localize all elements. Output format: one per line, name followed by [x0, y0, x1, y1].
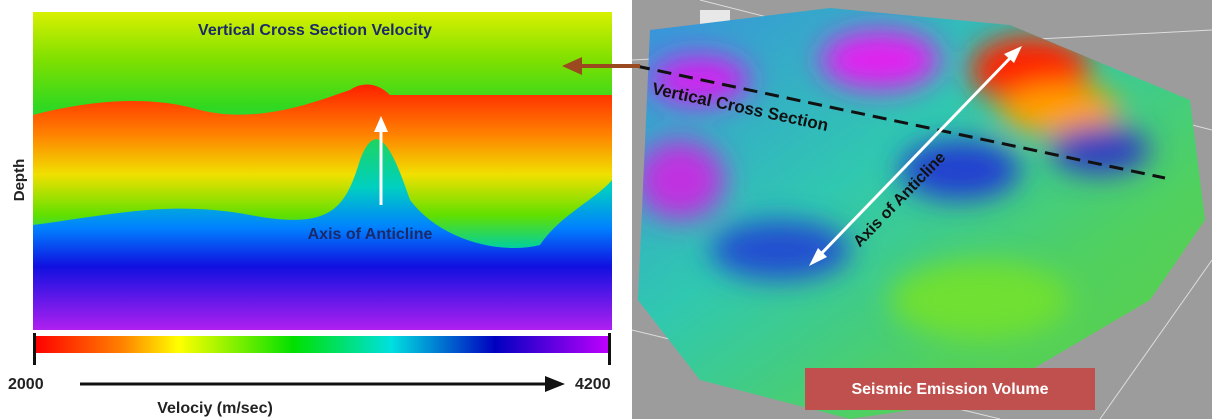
- section-title: Vertical Cross Section Velocity: [198, 22, 432, 39]
- colorbar-tick: [608, 333, 611, 365]
- figure: Vertical Cross Section Velocity Depth Ax…: [0, 0, 1212, 419]
- depth-label: Depth: [11, 159, 28, 202]
- colorbar-tick: [33, 333, 36, 365]
- colorbar-min: 2000: [8, 376, 44, 393]
- separator: [33, 330, 612, 333]
- colorbar: [35, 336, 610, 353]
- anticline-label: Axis of Anticline: [308, 226, 433, 243]
- arrow-head: [545, 376, 565, 392]
- caption: Seismic Emission Volume: [851, 381, 1048, 398]
- colorbar-label: Velociy (m/sec): [157, 400, 273, 417]
- colorbar-max: 4200: [575, 376, 611, 393]
